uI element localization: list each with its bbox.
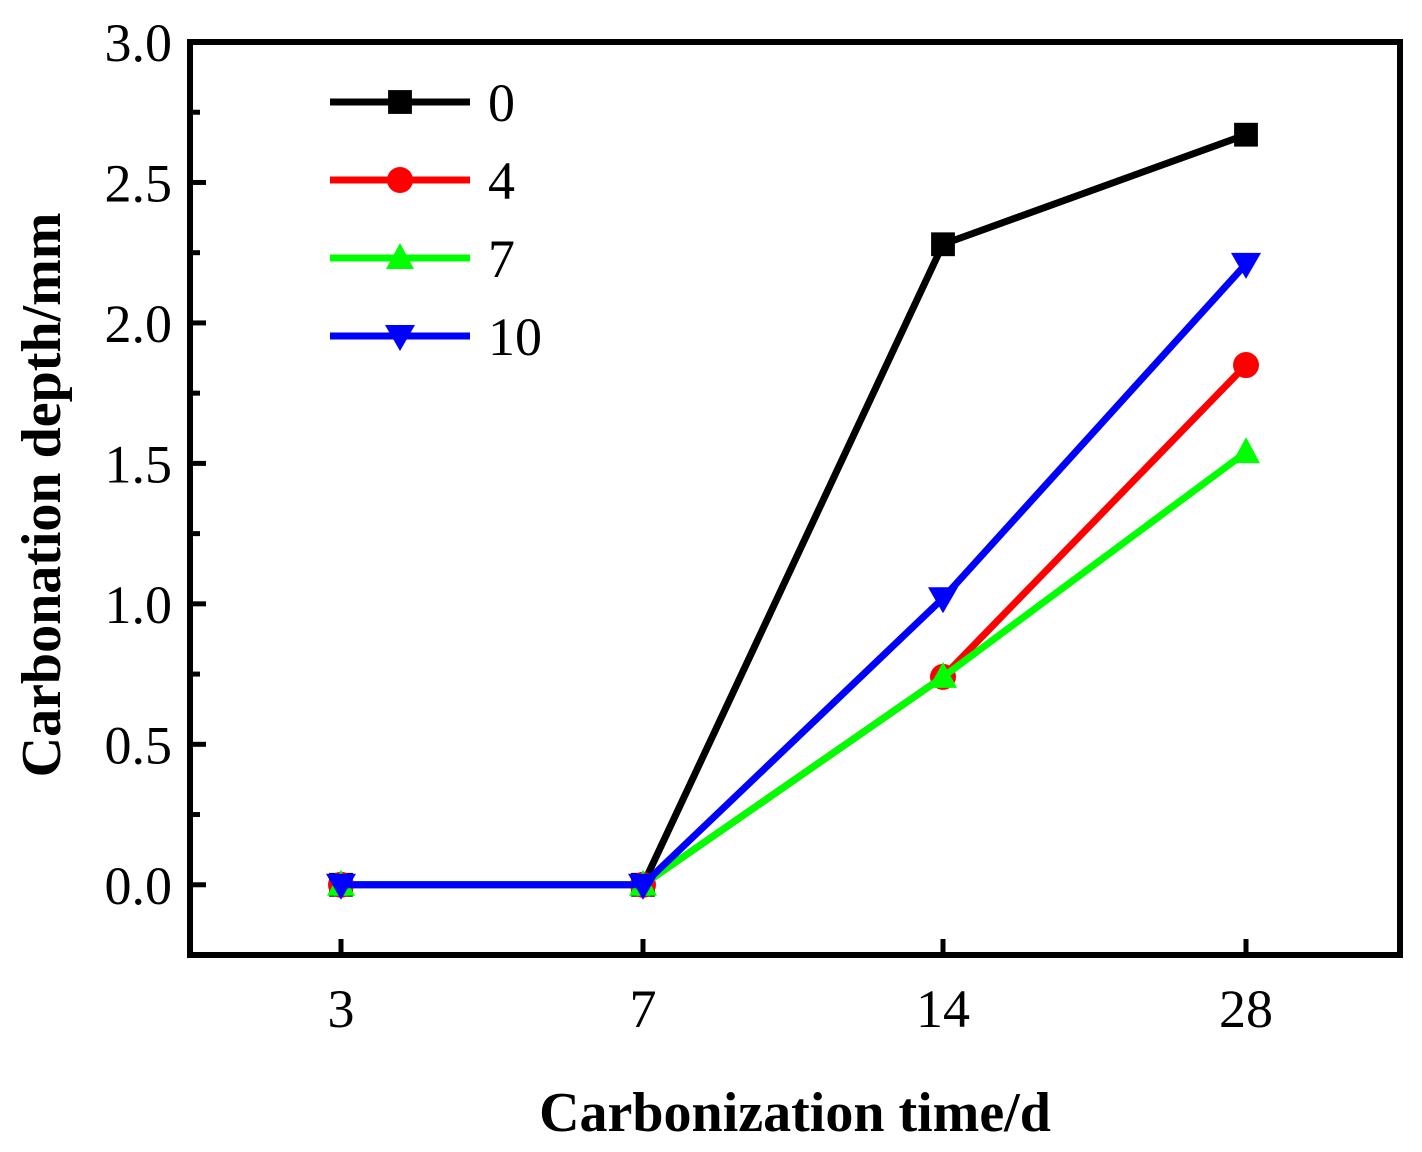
data-point-7 <box>929 661 957 688</box>
legend-item-0: 0 <box>330 73 515 133</box>
series-7 <box>327 437 1260 896</box>
y-tick-label: 1.0 <box>105 575 173 635</box>
series-line-4 <box>341 362 1249 889</box>
x-tick-label: 3 <box>328 979 355 1039</box>
data-point-0 <box>931 232 955 257</box>
legend-item-4: 4 <box>330 151 515 211</box>
data-point-0 <box>1234 122 1258 147</box>
legend: 0 4 7 10 <box>330 73 542 367</box>
data-point-10 <box>1231 252 1261 279</box>
series-line-7 <box>341 449 1249 889</box>
legend-marker <box>388 90 412 114</box>
data-point-10 <box>928 587 958 614</box>
series-layer <box>326 122 1261 900</box>
y-axis-ticks: 0.0 0.5 1.0 1.5 2.0 2.5 3.0 <box>105 13 206 916</box>
data-point-10 <box>326 873 356 900</box>
legend-label: 7 <box>488 229 515 289</box>
legend-marker <box>385 325 415 351</box>
x-tick-label: 7 <box>630 979 657 1039</box>
x-tick-label: 14 <box>916 979 970 1039</box>
y-tick-label: 1.5 <box>105 434 173 494</box>
y-tick-label: 3.0 <box>105 13 173 73</box>
legend-marker <box>386 243 414 269</box>
legend-marker <box>387 167 413 193</box>
data-point-7 <box>1232 437 1260 464</box>
legend-label: 10 <box>488 307 542 367</box>
y-tick-label: 0.0 <box>105 856 173 916</box>
legend-item-10: 10 <box>330 307 542 367</box>
plot-area: 0.0 0.5 1.0 1.5 2.0 2.5 3.0 3 7 14 28 <box>105 13 1403 1039</box>
x-tick-label: 28 <box>1219 979 1273 1039</box>
y-tick-label: 0.5 <box>105 715 173 775</box>
x-axis-title: Carbonization time/d <box>539 1082 1051 1144</box>
data-point-4 <box>1233 352 1259 379</box>
plot-frame <box>187 39 1403 958</box>
y-axis-title: Carbonation depth/mm <box>11 213 73 778</box>
series-10 <box>326 252 1261 900</box>
x-axis-ticks: 3 7 14 28 <box>328 939 1273 1039</box>
legend-label: 0 <box>488 73 515 133</box>
legend-label: 4 <box>488 151 515 211</box>
legend-item-7: 7 <box>330 229 515 289</box>
data-point-10 <box>628 873 658 900</box>
y-tick-label: 2.5 <box>105 153 173 213</box>
y-tick-label: 2.0 <box>105 294 173 354</box>
series-line-10 <box>341 261 1249 889</box>
series-4 <box>328 352 1259 898</box>
